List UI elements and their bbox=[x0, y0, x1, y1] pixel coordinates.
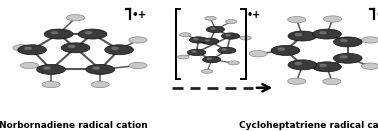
Circle shape bbox=[25, 47, 31, 50]
Circle shape bbox=[295, 34, 302, 36]
Circle shape bbox=[320, 32, 326, 34]
Circle shape bbox=[205, 16, 216, 20]
Circle shape bbox=[13, 45, 31, 51]
Circle shape bbox=[93, 67, 99, 69]
Circle shape bbox=[211, 28, 215, 29]
Circle shape bbox=[194, 38, 198, 40]
Circle shape bbox=[18, 45, 46, 55]
Circle shape bbox=[228, 61, 239, 65]
Circle shape bbox=[44, 67, 50, 69]
Circle shape bbox=[67, 15, 85, 21]
Circle shape bbox=[341, 56, 347, 58]
Circle shape bbox=[37, 64, 65, 74]
Circle shape bbox=[226, 34, 230, 36]
Circle shape bbox=[323, 78, 341, 85]
Circle shape bbox=[333, 37, 362, 47]
Circle shape bbox=[240, 36, 251, 40]
Circle shape bbox=[288, 78, 306, 84]
Circle shape bbox=[324, 16, 342, 22]
Circle shape bbox=[333, 53, 362, 63]
Text: •+: •+ bbox=[132, 10, 147, 20]
Circle shape bbox=[222, 49, 226, 50]
Circle shape bbox=[201, 38, 219, 44]
Circle shape bbox=[203, 56, 221, 63]
Text: Norbornadiene radical cation: Norbornadiene radical cation bbox=[0, 121, 148, 130]
Circle shape bbox=[288, 31, 317, 41]
Circle shape bbox=[313, 29, 341, 39]
Text: Cycloheptatriene radical cation: Cycloheptatriene radical cation bbox=[239, 121, 378, 130]
Text: •+: •+ bbox=[375, 10, 378, 20]
Circle shape bbox=[112, 47, 118, 50]
Circle shape bbox=[295, 62, 302, 65]
Circle shape bbox=[105, 45, 133, 55]
Circle shape bbox=[361, 37, 378, 43]
Circle shape bbox=[222, 33, 240, 39]
Text: •+: •+ bbox=[247, 10, 261, 20]
Circle shape bbox=[42, 81, 60, 88]
Circle shape bbox=[192, 51, 196, 52]
Circle shape bbox=[129, 62, 147, 69]
Circle shape bbox=[341, 39, 347, 42]
Circle shape bbox=[218, 47, 236, 54]
Circle shape bbox=[91, 81, 109, 88]
Circle shape bbox=[68, 45, 75, 48]
Circle shape bbox=[180, 33, 191, 37]
Circle shape bbox=[288, 60, 317, 70]
Circle shape bbox=[205, 40, 209, 41]
Circle shape bbox=[288, 17, 306, 23]
Circle shape bbox=[20, 62, 39, 69]
Circle shape bbox=[51, 32, 58, 34]
Circle shape bbox=[226, 20, 237, 24]
Circle shape bbox=[320, 64, 326, 67]
Circle shape bbox=[313, 62, 341, 72]
Circle shape bbox=[207, 58, 211, 59]
Circle shape bbox=[61, 43, 90, 53]
Circle shape bbox=[44, 29, 73, 39]
Circle shape bbox=[278, 48, 285, 50]
Circle shape bbox=[206, 26, 225, 33]
Circle shape bbox=[187, 49, 206, 56]
Circle shape bbox=[271, 45, 300, 55]
Circle shape bbox=[361, 63, 378, 69]
Circle shape bbox=[129, 37, 147, 43]
Circle shape bbox=[178, 55, 189, 59]
Circle shape bbox=[201, 69, 213, 73]
Circle shape bbox=[78, 29, 107, 39]
Circle shape bbox=[189, 37, 208, 43]
Circle shape bbox=[249, 51, 267, 57]
Circle shape bbox=[86, 64, 115, 74]
Circle shape bbox=[85, 32, 92, 34]
